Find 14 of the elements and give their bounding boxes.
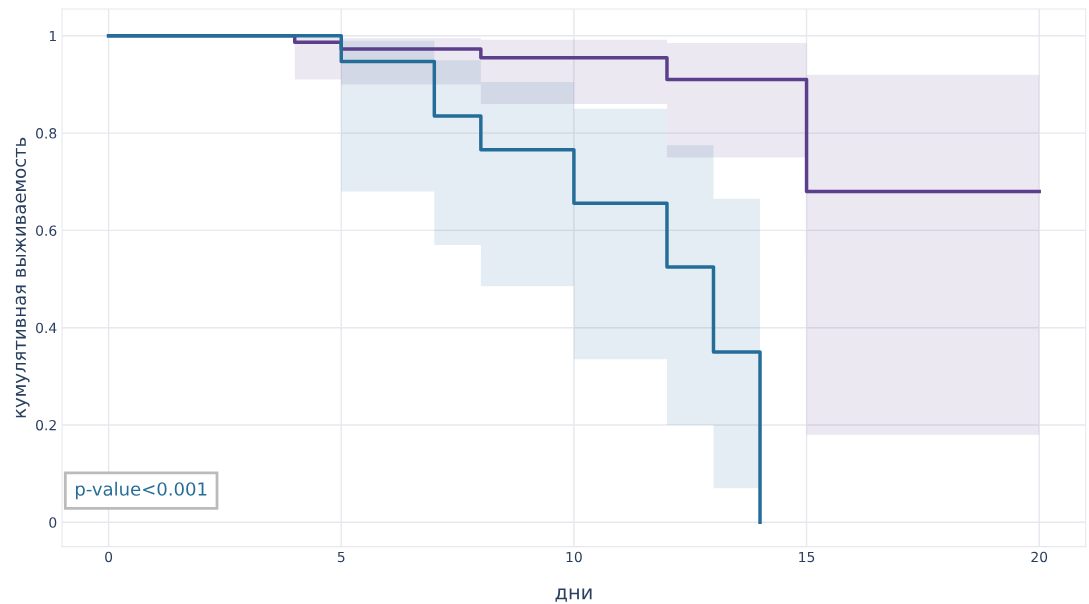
y-tick-label: 0.4: [36, 322, 57, 334]
x-axis-title: дни: [555, 588, 592, 602]
y-tick-label: 0.6: [36, 225, 57, 236]
y-axis-title: кумулятивная выживаемость: [15, 137, 30, 418]
y-tick-label: 0.8: [36, 128, 57, 139]
y-tick-label: 1: [49, 30, 56, 42]
x-tick-label: 20: [1031, 551, 1048, 563]
y-tick-label: 0.2: [36, 419, 56, 431]
y-tick-label: 0: [49, 517, 57, 528]
x-tick-label: 0: [105, 551, 113, 563]
x-tick-label: 10: [566, 551, 582, 563]
x-tick-label: 5: [337, 551, 345, 563]
x-tick-label: 15: [799, 551, 815, 563]
annotation: p-value<0.001: [76, 481, 207, 500]
